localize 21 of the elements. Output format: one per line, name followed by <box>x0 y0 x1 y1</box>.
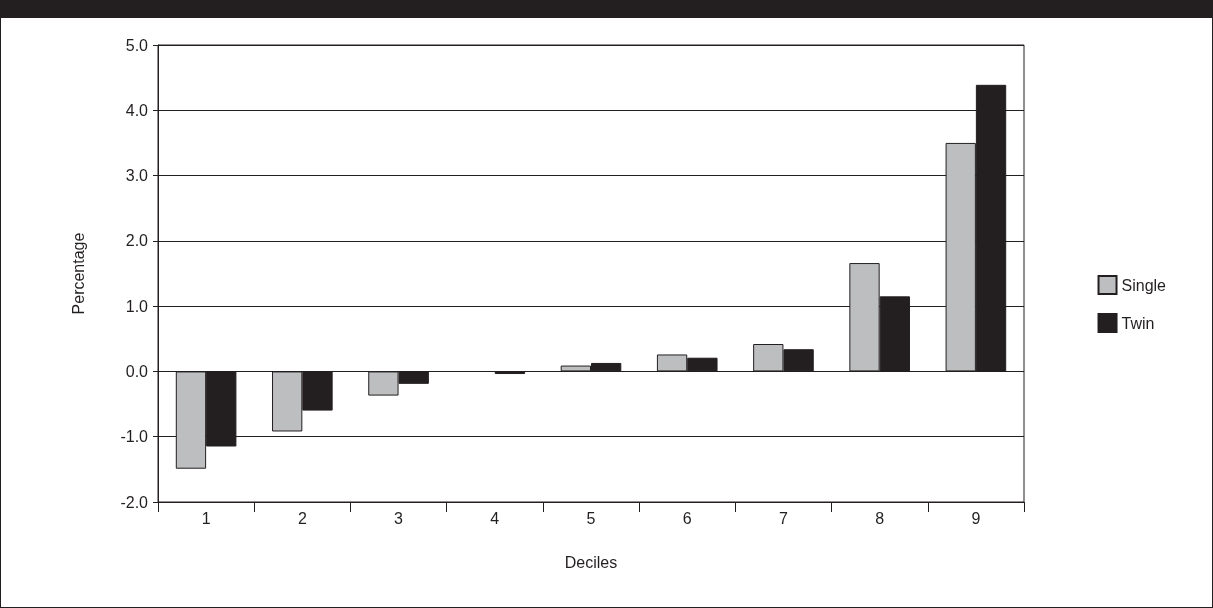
y-axis-title: Percentage <box>69 232 87 315</box>
x-tick-label: 4 <box>490 509 500 527</box>
y-tick-label: 5.0 <box>125 36 149 54</box>
legend-label: Twin <box>1121 314 1155 332</box>
x-tick-label: 5 <box>586 509 596 527</box>
x-tick-label: 3 <box>394 509 404 527</box>
y-tick-label: 2.0 <box>125 232 149 250</box>
legend-label: Single <box>1121 276 1167 294</box>
y-tick-label: -2.0 <box>120 493 149 511</box>
y-tick-label: -1.0 <box>120 428 149 446</box>
x-tick-label: 1 <box>201 509 211 527</box>
x-tick-label: 8 <box>875 509 885 527</box>
y-tick-label: 1.0 <box>125 297 149 315</box>
y-tick-label: 0.0 <box>125 362 149 380</box>
x-tick-label: 7 <box>778 509 788 527</box>
y-tick-label: 4.0 <box>125 101 149 119</box>
y-tick-label: 3.0 <box>125 167 149 185</box>
x-axis-title: Deciles <box>564 553 618 571</box>
x-tick-label: 2 <box>297 509 307 527</box>
x-tick-label: 6 <box>682 509 692 527</box>
x-tick-label: 9 <box>971 509 981 527</box>
